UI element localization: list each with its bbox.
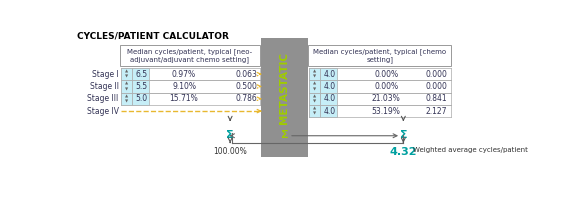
Text: Median cycles/patient, typical [chemo
setting]: Median cycles/patient, typical [chemo se…: [313, 48, 446, 63]
Text: 0.500: 0.500: [235, 82, 257, 91]
Text: 9.10%: 9.10%: [172, 82, 196, 91]
Text: Σ: Σ: [226, 130, 234, 140]
FancyBboxPatch shape: [308, 45, 451, 66]
Text: ▲: ▲: [313, 82, 316, 86]
Text: 0.97%: 0.97%: [172, 70, 196, 79]
Text: ▲: ▲: [125, 70, 128, 73]
Text: ▼: ▼: [313, 75, 316, 79]
Text: 0.00%: 0.00%: [374, 82, 398, 91]
Text: ▲: ▲: [125, 82, 128, 86]
Bar: [320, 80, 337, 93]
Bar: [132, 93, 149, 105]
Text: ▼: ▼: [313, 87, 316, 91]
Bar: [132, 68, 149, 80]
Text: 4.0: 4.0: [323, 82, 336, 91]
Bar: [309, 80, 320, 93]
Text: Weighted average cycles/patient: Weighted average cycles/patient: [413, 147, 527, 153]
Text: Σ: Σ: [280, 130, 288, 140]
Bar: [309, 105, 320, 117]
Text: METASTATIC: METASTATIC: [279, 52, 290, 124]
Text: 0.841: 0.841: [425, 94, 447, 103]
Bar: [132, 80, 149, 93]
FancyBboxPatch shape: [120, 45, 259, 66]
Text: 0.00%: 0.00%: [374, 70, 398, 79]
Bar: [261, 38, 308, 157]
Text: ▼: ▼: [313, 112, 316, 116]
Text: 21.03%: 21.03%: [372, 94, 401, 103]
Text: Stage I: Stage I: [92, 70, 119, 79]
Bar: [121, 93, 132, 105]
Text: CYCLES/PATIENT CALCULATOR: CYCLES/PATIENT CALCULATOR: [78, 31, 229, 40]
Bar: [121, 80, 132, 93]
Text: 4.0: 4.0: [323, 70, 336, 79]
Text: ▼: ▼: [125, 87, 128, 91]
Text: 0.063: 0.063: [235, 70, 257, 79]
Text: 0.786: 0.786: [235, 94, 257, 103]
Bar: [121, 68, 132, 80]
Bar: [320, 68, 337, 80]
Text: 0.000: 0.000: [425, 82, 447, 91]
Text: ▼: ▼: [313, 99, 316, 103]
Text: ▲: ▲: [313, 94, 316, 98]
Text: Σ: Σ: [400, 130, 407, 140]
Text: Stage III: Stage III: [87, 94, 119, 103]
Text: Median cycles/patient, typical [neo-
adjuvant/adjuvant chemo setting]: Median cycles/patient, typical [neo- adj…: [127, 48, 253, 63]
Text: ▲: ▲: [313, 106, 316, 110]
Text: Stage IV: Stage IV: [87, 107, 119, 116]
Text: 2.127: 2.127: [426, 107, 447, 116]
Text: 0.000: 0.000: [425, 70, 447, 79]
Text: 4.0: 4.0: [323, 94, 336, 103]
Bar: [309, 93, 320, 105]
Text: Stage II: Stage II: [89, 82, 119, 91]
Text: 5.5: 5.5: [135, 82, 147, 91]
Text: ▲: ▲: [125, 94, 128, 98]
Text: 4.0: 4.0: [323, 107, 336, 116]
Text: ▼: ▼: [125, 99, 128, 103]
Text: 15.71%: 15.71%: [170, 94, 198, 103]
Text: ▼: ▼: [125, 75, 128, 79]
Bar: [320, 105, 337, 117]
Text: 4.32: 4.32: [389, 147, 417, 157]
Bar: [309, 68, 320, 80]
Text: 6.5: 6.5: [135, 70, 147, 79]
Bar: [320, 93, 337, 105]
Text: 100.00%: 100.00%: [213, 147, 247, 156]
Text: 53.19%: 53.19%: [372, 107, 401, 116]
Text: 5.0: 5.0: [135, 94, 147, 103]
Text: ▲: ▲: [313, 70, 316, 73]
